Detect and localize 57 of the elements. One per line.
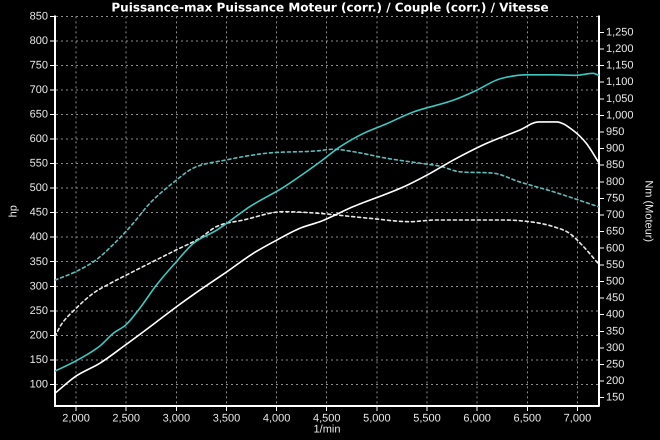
y2-tick-label: 750 (606, 192, 624, 204)
x-tick-label: 2,000 (62, 412, 90, 425)
x-tick-label: 5,500 (413, 412, 441, 425)
y-tick-label: 150 (30, 354, 48, 366)
y2-axis-title: Nm (Moteur) (642, 180, 654, 242)
y-tick-label: 700 (30, 84, 48, 96)
y-tick-label: 750 (30, 60, 48, 72)
x-tick-label: 2,500 (112, 412, 140, 425)
y2-tick-label: 500 (606, 275, 624, 288)
y-tick-label: 350 (30, 256, 48, 268)
y-tick-label: 600 (30, 133, 48, 146)
y2-tick-label: 550 (606, 258, 624, 271)
x-tick-label: 7,000 (564, 412, 592, 425)
y2-tick-label: 350 (606, 325, 624, 338)
y-tick-label: 100 (30, 378, 48, 390)
y-axis-title: hp (8, 205, 20, 218)
x-tick-label: 6,000 (463, 412, 491, 425)
line-series (55, 210, 599, 338)
y-tick-label: 200 (30, 329, 48, 342)
y-tick-label: 250 (30, 304, 48, 317)
y2-tick-label: 150 (606, 392, 624, 404)
y-tick-label: 650 (30, 108, 48, 121)
line-series (55, 148, 599, 281)
y-tick-label: 850 (30, 10, 48, 22)
y2-tick-label: 1,050 (606, 92, 634, 105)
y2-tick-label: 1,100 (606, 76, 634, 88)
chart-title: Puissance-max Puissance Moteur (corr.) / Couple (corr.) / Vitesse (111, 0, 549, 14)
x-tick-label: 3,500 (212, 412, 240, 425)
y2-tick-label: 250 (606, 358, 624, 371)
y-tick-label: 500 (30, 182, 48, 194)
y2-tick-label: 1,200 (606, 42, 634, 55)
y2-tick-label: 900 (606, 142, 624, 155)
y2-tick-label: 200 (606, 375, 624, 388)
y2-tick-label: 1,000 (606, 109, 634, 122)
x-tick-label: 4,000 (262, 412, 290, 425)
y2-tick-label: 700 (606, 209, 624, 222)
y2-tick-label: 650 (606, 226, 624, 238)
x-tick-label: 5,000 (363, 412, 391, 425)
x-tick-label: 3,000 (162, 412, 190, 425)
y-tick-label: 300 (30, 280, 48, 292)
x-axis-title: 1/min (314, 423, 340, 436)
y2-tick-label: 1,150 (606, 60, 634, 72)
y2-tick-label: 600 (606, 242, 624, 254)
x-tick-label: 6,500 (514, 412, 542, 425)
y-tick-label: 800 (30, 34, 48, 47)
y2-tick-label: 400 (606, 308, 624, 321)
y2-tick-label: 800 (606, 176, 624, 188)
y-tick-label: 450 (30, 206, 48, 219)
line-series (55, 72, 599, 372)
y-tick-label: 400 (30, 231, 48, 244)
y2-tick-label: 300 (606, 342, 624, 354)
y2-tick-label: 450 (606, 292, 624, 304)
x-tick-label: 4,500 (312, 412, 341, 425)
y2-tick-label: 1,250 (606, 26, 634, 38)
y-tick-label: 550 (30, 158, 48, 170)
y2-tick-label: 950 (606, 126, 624, 138)
y2-tick-label: 850 (606, 159, 624, 172)
